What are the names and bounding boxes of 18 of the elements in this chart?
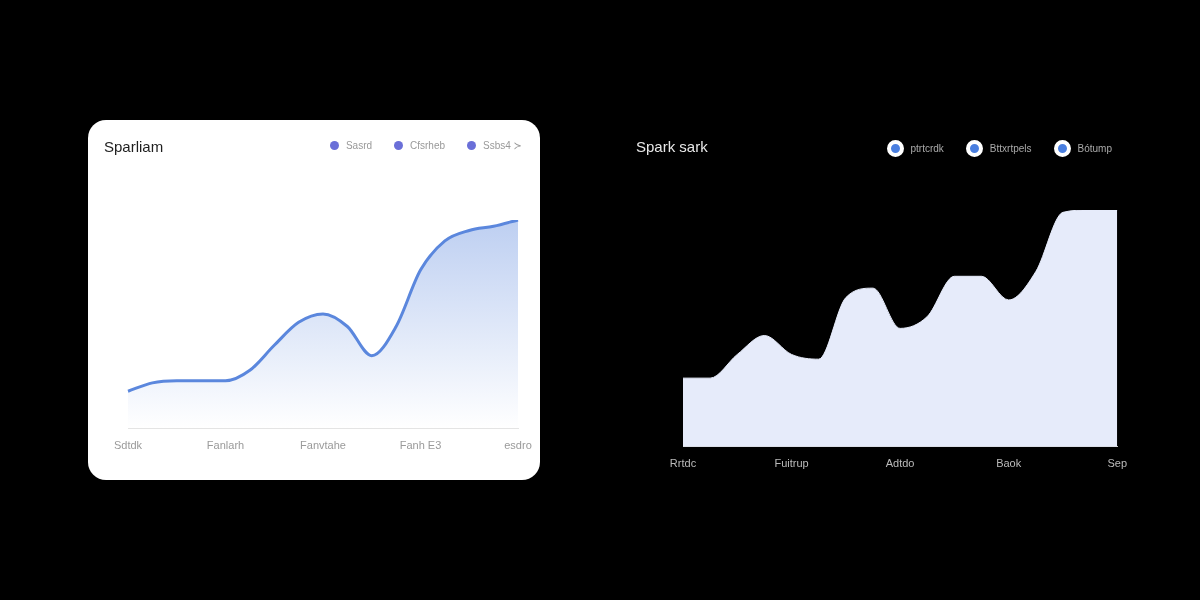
text: ptrtcrdk: [910, 143, 944, 154]
text: Sasrd: [345, 140, 373, 151]
x-tick-label: Fuitrup: [774, 457, 809, 470]
x-tick-label: Baok: [996, 457, 1022, 470]
x-tick-label: Fanh E3: [399, 439, 442, 452]
chart-title: Sparliam: [104, 138, 164, 155]
x-tick-label: Fanlarh: [206, 439, 245, 452]
x-tick-label: Rrtdc: [669, 457, 697, 470]
text: Cfsrheb: [410, 140, 446, 151]
text: Bttxrtpels: [989, 143, 1032, 154]
text: Bótump: [1077, 143, 1112, 154]
x-tick-label: Fanvtahe: [300, 439, 346, 452]
x-tick-label: Adtdo: [885, 457, 915, 470]
chart-title: Spark sark: [636, 138, 708, 155]
x-tick-label: Sdtdk: [113, 439, 143, 452]
text: Ssbs4 ≻: [483, 140, 522, 151]
x-tick-label: Sep: [1107, 457, 1127, 470]
x-tick-label: esdro: [504, 439, 532, 452]
